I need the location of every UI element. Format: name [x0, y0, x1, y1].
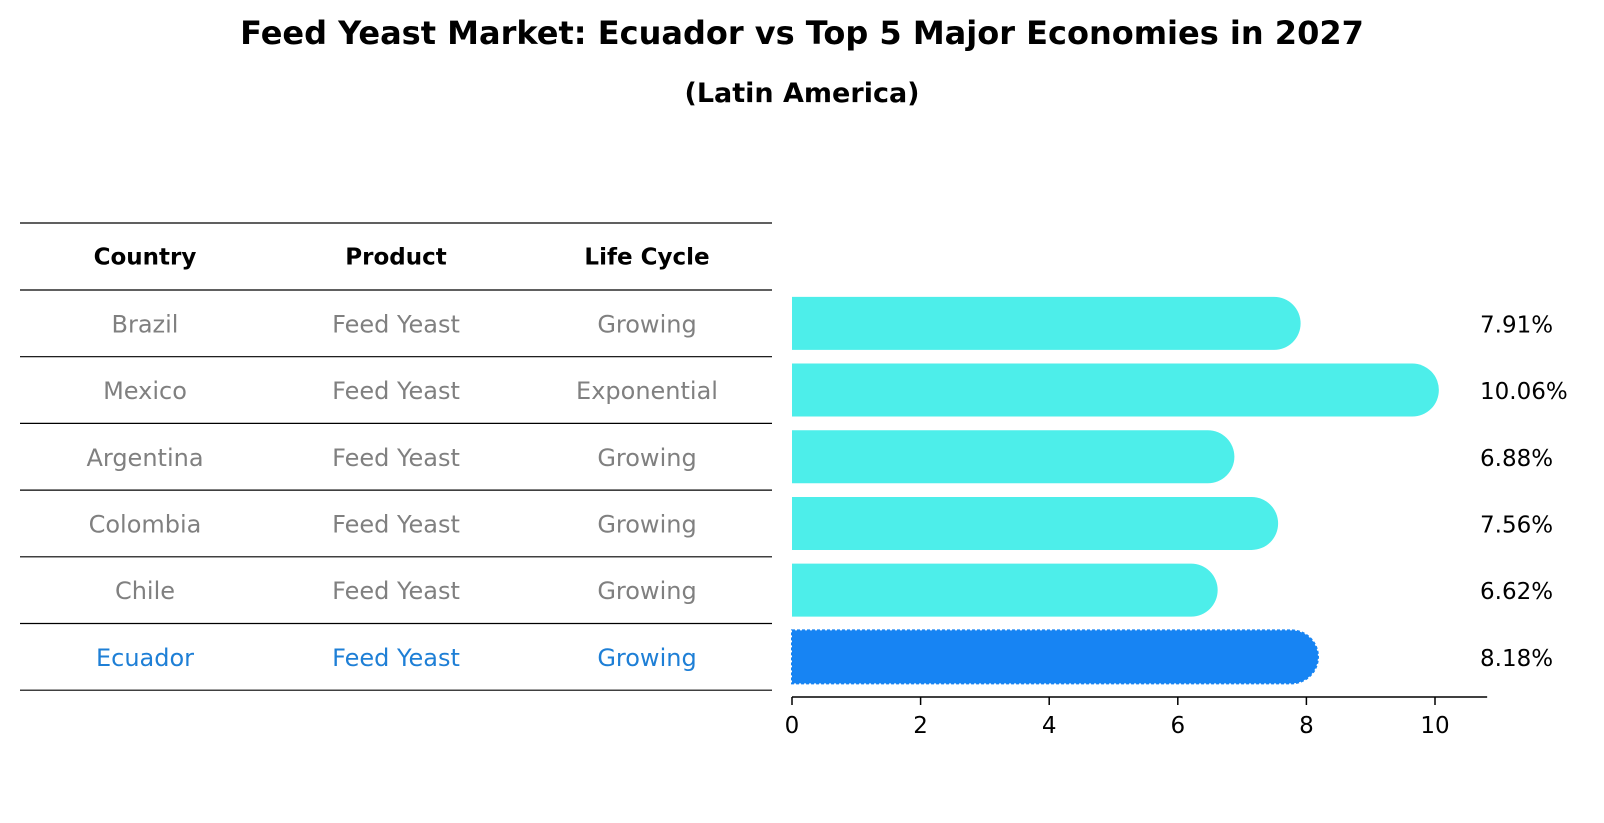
- bar-value-label: 10.06%: [1480, 379, 1568, 405]
- bar-chile: [792, 563, 1218, 617]
- table-cell-life-cycle: Growing: [597, 577, 696, 605]
- x-axis-tick-label: 2: [913, 713, 928, 739]
- bar-value-label: 7.56%: [1480, 512, 1553, 538]
- table-cell-life-cycle: Growing: [597, 644, 696, 672]
- table-cell-life-cycle: Growing: [597, 510, 696, 538]
- table-cell-product: Feed Yeast: [332, 377, 460, 405]
- table-cell-product: Feed Yeast: [332, 644, 460, 672]
- table-header-product: Product: [345, 245, 446, 271]
- x-axis-tick-label: 4: [1042, 713, 1057, 739]
- table-cell-life-cycle: Growing: [597, 444, 696, 472]
- bar-ecuador: [791, 629, 1319, 685]
- bar-value-label: 6.88%: [1480, 446, 1553, 472]
- x-axis-tick-label: 0: [785, 713, 800, 739]
- table-cell-country: Colombia: [89, 510, 202, 538]
- table-cell-life-cycle: Exponential: [576, 377, 718, 405]
- bar-colombia: [792, 496, 1279, 550]
- bar-brazil: [792, 296, 1301, 350]
- table-cell-country: Ecuador: [96, 644, 194, 672]
- bar-value-label: 6.62%: [1480, 579, 1553, 605]
- chart-title: Feed Yeast Market: Ecuador vs Top 5 Majo…: [240, 14, 1364, 52]
- table-header-country: Country: [94, 245, 197, 271]
- table-cell-life-cycle: Growing: [597, 310, 696, 338]
- table-cell-product: Feed Yeast: [332, 510, 460, 538]
- table-cell-product: Feed Yeast: [332, 310, 460, 338]
- table-cell-product: Feed Yeast: [332, 577, 460, 605]
- x-axis-tick-label: 10: [1420, 713, 1449, 739]
- table-cell-country: Mexico: [103, 377, 187, 405]
- bar-argentina: [792, 430, 1235, 484]
- x-axis-tick-label: 6: [1170, 713, 1185, 739]
- table-header-life-cycle: Life Cycle: [584, 245, 709, 271]
- bar-value-label: 7.91%: [1480, 312, 1553, 338]
- chart-subtitle: (Latin America): [684, 78, 920, 109]
- table-cell-product: Feed Yeast: [332, 444, 460, 472]
- table-cell-country: Argentina: [86, 444, 203, 472]
- bar-mexico: [792, 363, 1439, 417]
- x-axis-tick-label: 8: [1299, 713, 1314, 739]
- table-cell-country: Chile: [115, 577, 175, 605]
- bar-value-label: 8.18%: [1480, 646, 1553, 672]
- table-cell-country: Brazil: [112, 310, 179, 338]
